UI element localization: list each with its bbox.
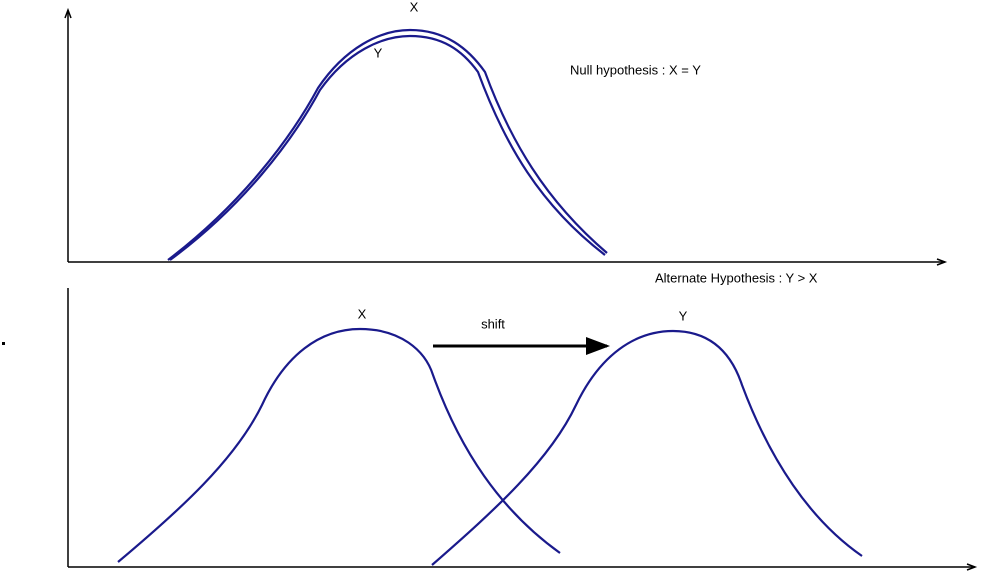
label-x: X xyxy=(358,306,367,321)
x-axis-arrow xyxy=(936,258,948,266)
label-y: Y xyxy=(679,308,688,323)
x-curve xyxy=(117,327,561,563)
caption: Null hypothesis : X = Y xyxy=(570,62,701,77)
caption: Alternate Hypothesis : Y > X xyxy=(655,270,818,285)
label-y: Y xyxy=(374,45,383,60)
x-axis-arrow xyxy=(966,563,978,571)
null-panel: X Y Null hypothesis : X = Y xyxy=(64,0,948,266)
y-curve xyxy=(431,329,863,566)
label-x: X xyxy=(410,0,419,14)
x-curve xyxy=(167,28,608,261)
dot xyxy=(2,342,5,345)
arrow-label: shift xyxy=(481,316,505,331)
y-axis-arrow xyxy=(64,7,72,19)
alternate-panel: Alternate Hypothesis : Y > X X Y shift xyxy=(67,270,978,571)
y-curve xyxy=(169,34,606,261)
